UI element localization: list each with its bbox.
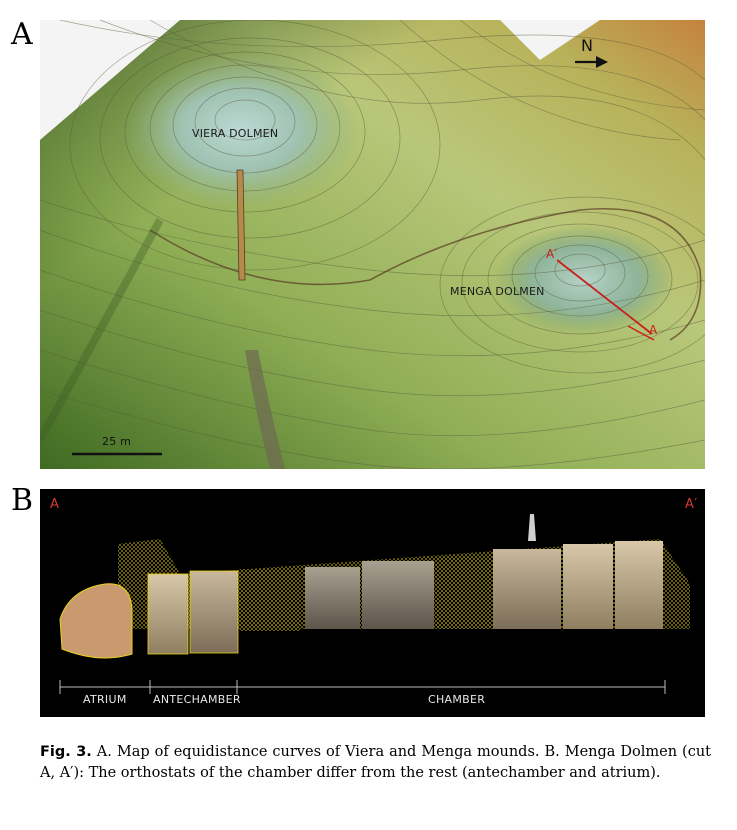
menga-dolmen-label: MENGA DOLMEN xyxy=(450,285,545,298)
scale-label: 25 m xyxy=(102,435,132,448)
cut-line xyxy=(556,259,653,335)
cut-start-label: A′ xyxy=(546,247,558,261)
section-end-right-label: A′ xyxy=(685,497,698,512)
caption-text: A. Map of equidistance curves of Viera a… xyxy=(40,744,712,781)
chamber-label: CHAMBER xyxy=(428,693,486,706)
antechamber-label: ANTECHAMBER xyxy=(153,693,241,706)
north-arrow-icon xyxy=(575,56,608,68)
atrium-label: ATRIUM xyxy=(83,693,127,706)
section-end-left-label: A xyxy=(50,497,60,512)
panel-a-letter: A xyxy=(11,17,33,52)
viera-dolmen-label: VIERA DOLMEN xyxy=(192,127,279,140)
contour-lines xyxy=(40,20,705,469)
section-ruler xyxy=(59,680,666,694)
caption-label: Fig. 3. xyxy=(40,744,92,760)
panel-b-letter: B xyxy=(11,483,34,518)
point-cloud-section-image xyxy=(59,514,690,694)
north-label: N xyxy=(581,36,594,55)
figure-caption: Fig. 3. A. Map of equidistance curves of… xyxy=(40,742,711,784)
contour-map-panel: VIERA DOLMEN MENGA DOLMEN A′ A N 25 m xyxy=(40,20,705,469)
dolmen-section-panel: A A′ ATRIUM ANTECHAMBER CHAMBER xyxy=(40,489,705,717)
contour-map-image xyxy=(40,20,705,469)
cut-end-label: A xyxy=(649,323,658,337)
